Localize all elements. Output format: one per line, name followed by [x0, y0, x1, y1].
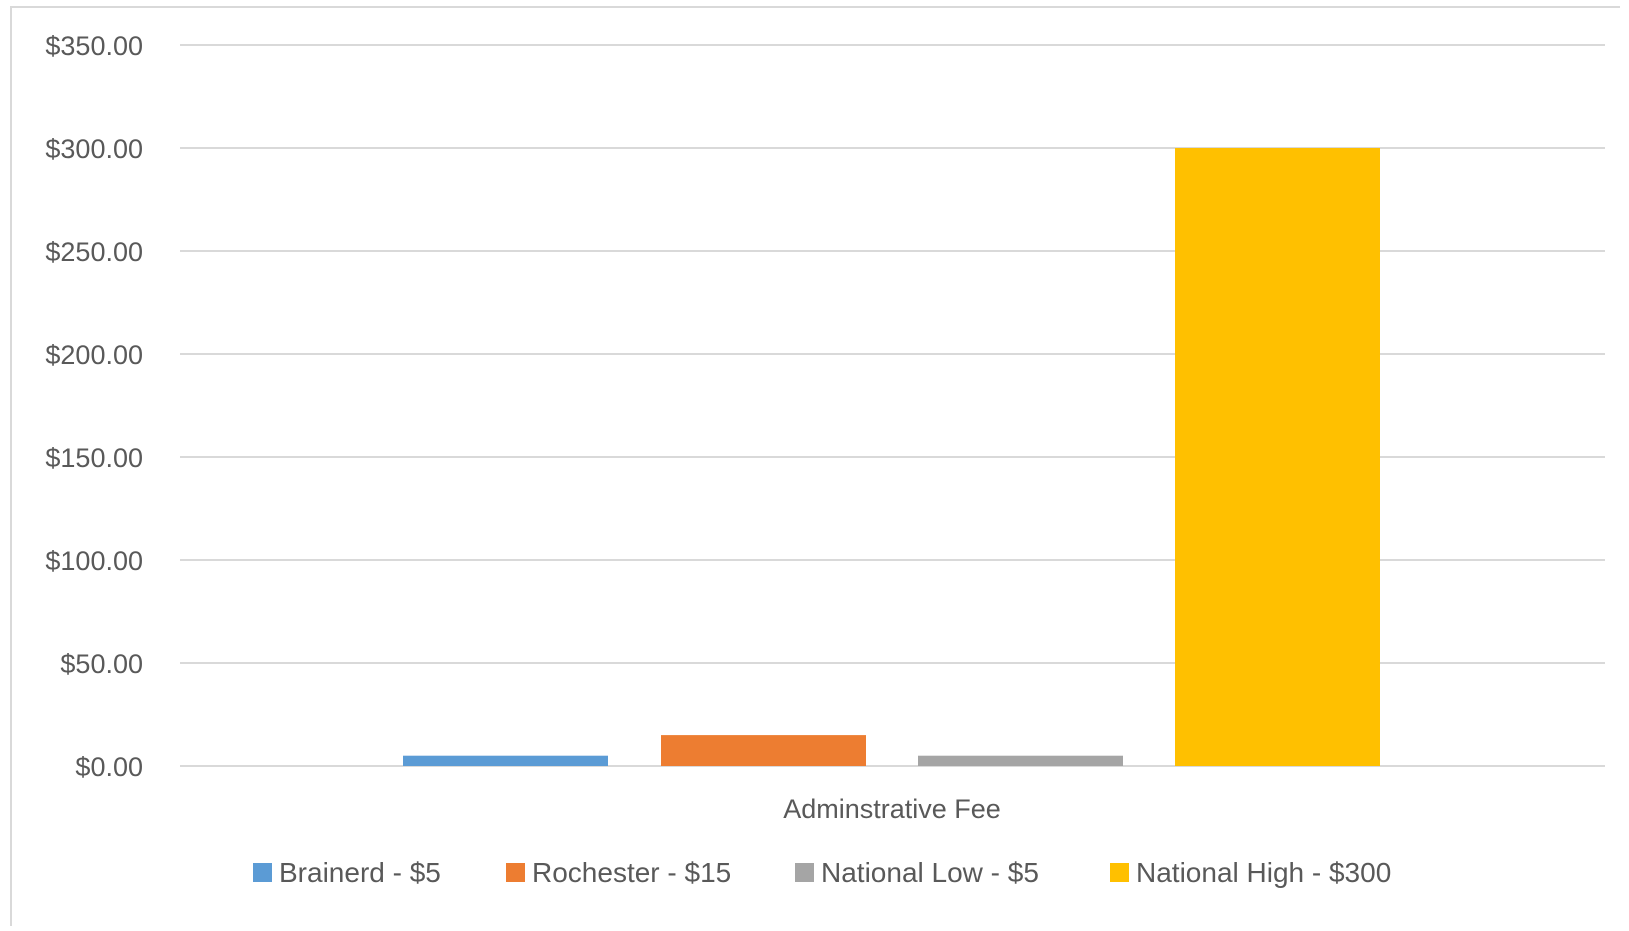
y-tick-label: $150.00 [45, 443, 143, 473]
legend-swatch [1110, 863, 1129, 882]
legend-item: National High - $300 [1110, 857, 1391, 888]
bar [1175, 148, 1380, 766]
x-category-label: Adminstrative Fee [783, 794, 1001, 824]
y-tick-label: $50.00 [60, 649, 143, 679]
bar [403, 755, 608, 766]
y-tick-label: $350.00 [45, 31, 143, 61]
y-tick-label: $0.00 [75, 752, 143, 782]
bar [918, 755, 1123, 766]
bars [403, 148, 1380, 766]
legend-label: National Low - $5 [821, 857, 1039, 888]
y-tick-label: $300.00 [45, 134, 143, 164]
y-tick-label: $200.00 [45, 340, 143, 370]
x-axis-category-labels: Adminstrative Fee [783, 794, 1001, 824]
bar [661, 735, 866, 766]
legend-swatch [506, 863, 525, 882]
chart-frame [10, 6, 1620, 926]
legend-label: Rochester - $15 [532, 857, 731, 888]
legend-swatch [253, 863, 272, 882]
gridlines [180, 44, 1605, 767]
y-tick-label: $100.00 [45, 546, 143, 576]
legend-label: Brainerd - $5 [279, 857, 441, 888]
legend-item: Rochester - $15 [506, 857, 731, 888]
y-axis-tick-labels: $0.00 $50.00 $100.00 $150.00 $200.00 $250.00 $… [45, 31, 143, 782]
legend-swatch [795, 863, 814, 882]
legend-label: National High - $300 [1136, 857, 1391, 888]
y-tick-label: $250.00 [45, 237, 143, 267]
legend-item: National Low - $5 [795, 857, 1039, 888]
legend: Brainerd - $5 Rochester - $15 National Low… [253, 857, 1391, 888]
legend-item: Brainerd - $5 [253, 857, 441, 888]
